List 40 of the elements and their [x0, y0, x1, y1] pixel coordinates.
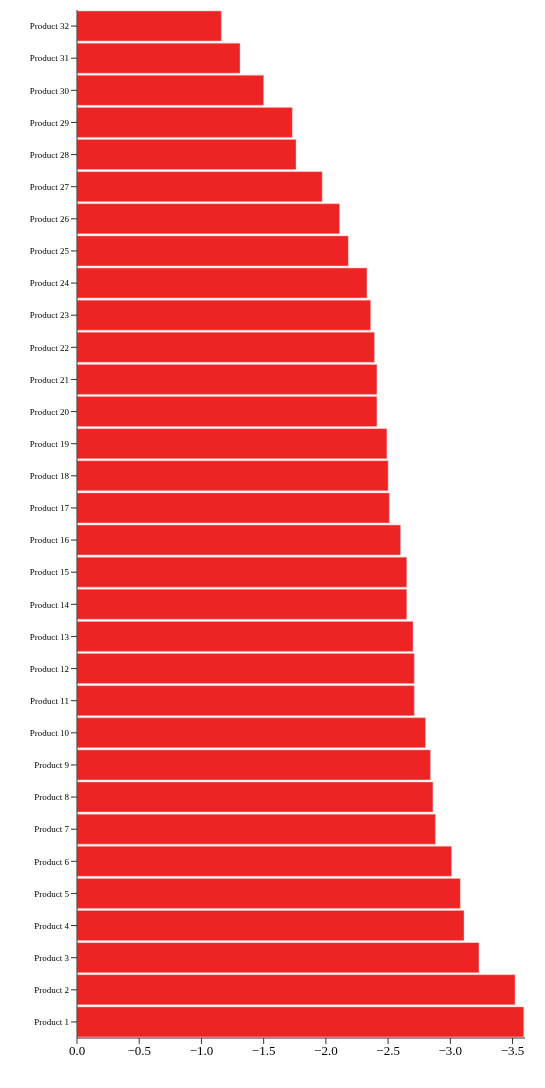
y-tick-label: Product 18 — [29, 471, 70, 482]
y-tick-label: Product 5 — [34, 888, 70, 899]
y-tick-label: Product 20 — [29, 406, 70, 417]
y-tick-label: Product 27 — [29, 181, 70, 192]
x-tick-label: −0.5 — [127, 1043, 152, 1059]
y-tick-label: Product 24 — [29, 278, 70, 289]
y-tick-label: Product 12 — [29, 663, 69, 674]
y-tick-label: Product 10 — [29, 728, 70, 739]
y-tick-label: Product 6 — [34, 856, 70, 867]
y-tick-label: Product 15 — [29, 567, 70, 578]
y-tick-label: Product 23 — [29, 310, 70, 321]
y-tick-label: Product 1 — [34, 1017, 69, 1028]
y-tick-label: Product 19 — [29, 438, 70, 449]
y-tick-label: Product 3 — [34, 952, 70, 963]
y-tick-label: Product 28 — [29, 149, 70, 160]
y-tick-label: Product 30 — [29, 85, 70, 96]
y-tick-label: Product 25 — [29, 246, 70, 257]
y-tick-label: Product 22 — [29, 342, 69, 353]
y-tick-label: Product 9 — [34, 760, 70, 771]
x-tick-label: −2.5 — [376, 1043, 400, 1059]
y-tick-label: Product 11 — [30, 695, 69, 706]
y-tick-label: Product 17 — [29, 503, 70, 514]
y-tick-label: Product 14 — [29, 599, 70, 610]
y-tick-label: Product 8 — [34, 792, 70, 803]
y-tick-label: Product 31 — [29, 53, 69, 64]
y-tick-label: Product 2 — [34, 985, 69, 996]
x-tick-label: −1.5 — [251, 1043, 276, 1059]
x-tick-label: −2.0 — [314, 1043, 338, 1059]
y-tick-label: Product 13 — [29, 631, 70, 642]
x-tick-label: −3.0 — [438, 1043, 463, 1059]
y-tick-label: Product 4 — [34, 920, 70, 931]
y-tick-label: Product 16 — [29, 535, 70, 546]
x-tick-label: −1.0 — [189, 1043, 214, 1059]
y-tick-label: Product 26 — [29, 214, 70, 225]
x-tick-label: 0.0 — [68, 1043, 86, 1059]
y-tick-label: Product 7 — [34, 824, 70, 835]
x-tick-label: −3.5 — [500, 1043, 525, 1059]
y-tick-label: Product 29 — [29, 117, 70, 128]
y-tick-label: Product 32 — [29, 21, 69, 32]
y-tick-label: Product 21 — [29, 374, 69, 385]
